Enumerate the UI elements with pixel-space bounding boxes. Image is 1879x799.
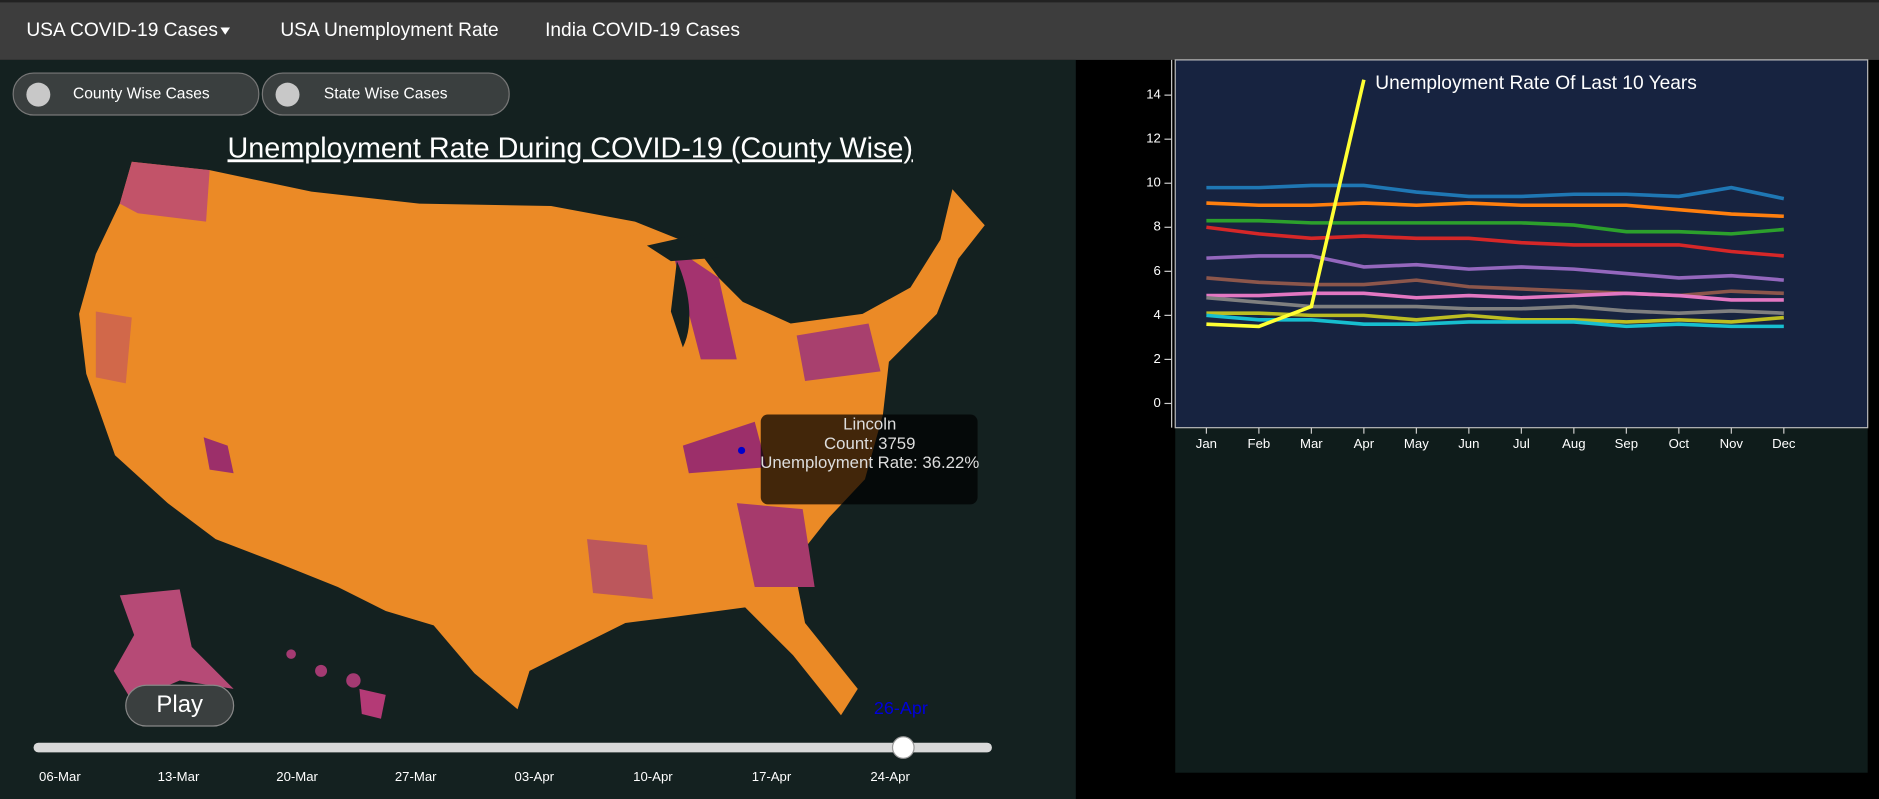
play-label[interactable]: Play bbox=[156, 691, 203, 718]
series-line bbox=[1206, 295, 1784, 315]
map-region bbox=[670, 245, 737, 360]
y-tick-label: 8 bbox=[1154, 219, 1161, 234]
tooltip bbox=[760, 414, 978, 505]
toggle-label[interactable]: State Wise Cases bbox=[324, 86, 448, 103]
y-tick-label: 10 bbox=[1146, 175, 1161, 190]
alaska bbox=[113, 589, 234, 701]
x-tick-label: Sep bbox=[1615, 436, 1638, 451]
slider-track[interactable] bbox=[33, 742, 992, 753]
tooltip-count: Count: 3759 bbox=[824, 434, 915, 453]
slider-tick-label: 24-Apr bbox=[870, 769, 910, 784]
nav-item[interactable]: USA Unemployment Rate bbox=[280, 20, 498, 41]
hawaii bbox=[359, 688, 386, 719]
slider-tick-label: 27-Mar bbox=[395, 769, 437, 784]
series-line bbox=[1206, 218, 1784, 236]
map-region bbox=[95, 311, 132, 384]
series-line bbox=[1206, 313, 1784, 329]
toggle-knob[interactable] bbox=[275, 82, 300, 107]
nav-item[interactable]: USA COVID-19 Cases bbox=[26, 20, 218, 41]
nav-top-edge bbox=[0, 0, 1879, 3]
series-line bbox=[1206, 201, 1784, 219]
x-tick-label: Feb bbox=[1248, 436, 1271, 451]
x-tick-label: Apr bbox=[1354, 436, 1375, 451]
x-tick-label: Mar bbox=[1300, 436, 1323, 451]
slider-tick-label: 10-Apr bbox=[633, 769, 673, 784]
x-tick-label: Jul bbox=[1513, 436, 1530, 451]
hawaii bbox=[346, 673, 361, 688]
y-tick-label: 0 bbox=[1154, 395, 1161, 410]
slider-tick-label: 13-Mar bbox=[158, 769, 200, 784]
series-line bbox=[1206, 311, 1784, 324]
slider-tick-label: 03-Apr bbox=[515, 769, 555, 784]
toggle-knob[interactable] bbox=[26, 82, 51, 107]
dropdown-caret[interactable] bbox=[220, 27, 231, 35]
slider-tick-label: 20-Mar bbox=[276, 769, 318, 784]
chart-title: Unemployment Rate Of Last 10 Years bbox=[1375, 73, 1697, 94]
lake bbox=[670, 261, 690, 348]
y-tick-label: 4 bbox=[1154, 307, 1161, 322]
slider-tick-label: 17-Apr bbox=[752, 769, 792, 784]
series-line bbox=[1206, 254, 1784, 282]
x-tick-label: Aug bbox=[1562, 436, 1585, 451]
map-region bbox=[736, 503, 815, 588]
hover-dot bbox=[737, 446, 746, 455]
slider-tick-label: 06-Mar bbox=[39, 769, 81, 784]
map-region bbox=[203, 437, 234, 474]
map-title: Unemployment Rate During COVID-19 (Count… bbox=[228, 132, 913, 164]
play-button[interactable] bbox=[125, 684, 235, 727]
tooltip-rate: Unemployment Rate: 36.22% bbox=[760, 453, 979, 472]
current-date: 26-Apr bbox=[874, 698, 928, 718]
lake bbox=[646, 233, 719, 262]
y-tick-label: 2 bbox=[1154, 351, 1161, 366]
line-chart: 0 2 4 6 8 10 12 14 Jan Feb Mar Apr May Jun Jul Aug Sep Oc… bbox=[1146, 79, 1796, 451]
x-tick-label: Dec bbox=[1772, 436, 1796, 451]
map-region bbox=[682, 421, 767, 474]
x-tick-label: Jan bbox=[1196, 436, 1217, 451]
nav-bar bbox=[0, 0, 1879, 60]
series-line bbox=[1206, 291, 1784, 302]
x-tick-label: Jun bbox=[1458, 436, 1479, 451]
series-line bbox=[1206, 183, 1785, 201]
toggle-label[interactable]: County Wise Cases bbox=[73, 86, 210, 103]
y-tick-label: 14 bbox=[1146, 87, 1161, 102]
toggle[interactable] bbox=[12, 72, 260, 116]
y-tick-label: 12 bbox=[1146, 131, 1161, 146]
nav-item[interactable]: India COVID-19 Cases bbox=[545, 20, 740, 41]
map-region bbox=[796, 323, 881, 381]
toggle[interactable] bbox=[261, 72, 510, 116]
series-line bbox=[1206, 225, 1784, 258]
x-tick-label: Oct bbox=[1669, 436, 1690, 451]
x-tick-label: Nov bbox=[1720, 436, 1744, 451]
hawaii bbox=[286, 649, 296, 659]
slider-knob[interactable] bbox=[891, 736, 915, 759]
tooltip-name: Lincoln bbox=[843, 415, 896, 434]
map-region bbox=[587, 539, 653, 599]
y-tick-label: 6 bbox=[1154, 263, 1161, 278]
hawaii bbox=[315, 664, 328, 677]
map-region bbox=[119, 161, 210, 222]
lower-panel bbox=[1175, 427, 1868, 773]
slider-ticks: 06-Mar 13-Mar 20-Mar 27-Mar 03-Apr 10-Apr 17-A… bbox=[39, 769, 910, 784]
x-tick-label: May bbox=[1404, 436, 1429, 451]
series-line bbox=[1206, 79, 1366, 329]
